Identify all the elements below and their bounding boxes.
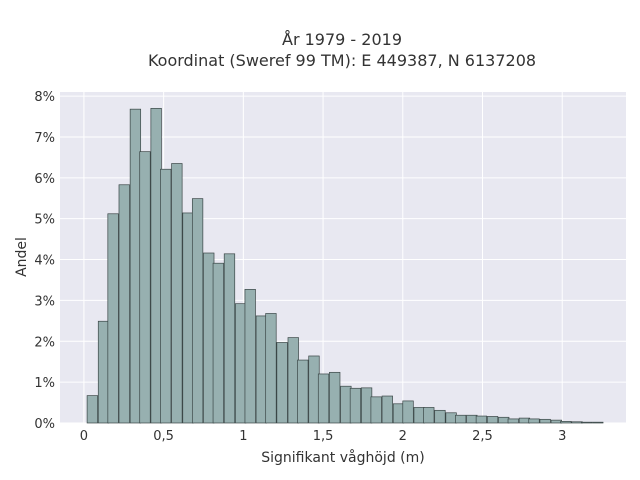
histogram-bar (308, 355, 320, 424)
y-axis-label: Andel (14, 237, 30, 277)
histogram-bar (360, 387, 373, 424)
histogram-bar (423, 407, 435, 424)
histogram-bar (560, 421, 572, 424)
histogram-bar (276, 342, 288, 424)
histogram-bar (212, 262, 224, 424)
x-tick-label: 0 (80, 429, 88, 444)
x-tick-label: 1 (239, 429, 247, 444)
x-axis-label: Signifikant våghöjd (m) (261, 449, 424, 466)
y-tick-label: 5% (34, 213, 55, 228)
histogram-bar (235, 303, 247, 424)
histogram-bar (402, 400, 414, 424)
histogram-bar (518, 417, 531, 424)
bars-group (86, 107, 604, 424)
y-tick-label: 3% (34, 294, 55, 309)
histogram-bar (97, 320, 110, 424)
histogram-bar (150, 107, 162, 424)
x-tick-label: 2 (399, 429, 407, 444)
y-tick-label: 2% (34, 335, 55, 350)
histogram-bar (550, 419, 562, 424)
histogram-bar (455, 414, 467, 424)
histogram-bar (539, 418, 551, 424)
histogram-bar (329, 371, 341, 424)
y-tick-labels: 0% 1% 2% 3% 4% 5% 6% 7% 8% (34, 90, 55, 432)
histogram-bar (139, 151, 151, 424)
histogram-bar (317, 373, 330, 424)
histogram-bar (191, 198, 204, 424)
x-tick-labels: 0 0,5 1 1,5 2 2,5 3 (80, 429, 567, 444)
histogram-bar (434, 409, 446, 424)
histogram-bar (255, 315, 267, 424)
histogram-bar (287, 337, 299, 424)
histogram-bar (466, 414, 478, 424)
histogram-bar (507, 418, 519, 424)
histogram-bar (370, 396, 382, 424)
x-tick-label: 1,5 (313, 429, 334, 444)
histogram-bar (171, 163, 183, 424)
histogram-bar (392, 403, 405, 424)
histogram-bar (486, 416, 499, 424)
histogram-bar (381, 395, 393, 424)
histogram-bar (349, 387, 362, 424)
y-tick-label: 6% (34, 172, 55, 187)
histogram-bar (571, 421, 583, 424)
histogram-bar (107, 213, 119, 424)
histogram-bar (182, 212, 194, 424)
histogram-bar (413, 407, 425, 424)
y-tick-label: 7% (34, 131, 55, 146)
x-tick-label: 3 (558, 429, 566, 444)
chart-title: År 1979 - 2019 (282, 30, 402, 49)
x-tick-label: 2,5 (472, 429, 493, 444)
histogram-bar (340, 385, 352, 424)
histogram-bar (498, 416, 510, 424)
histogram-bar (244, 289, 256, 424)
y-tick-label: 0% (34, 417, 55, 432)
histogram-bar (223, 253, 236, 424)
y-tick-label: 4% (34, 254, 55, 269)
histogram-bar (160, 168, 172, 424)
histogram-bar (528, 418, 540, 424)
y-tick-label: 8% (34, 90, 55, 105)
histogram-bar (297, 359, 309, 424)
histogram-bar (475, 415, 488, 424)
y-tick-label: 1% (34, 376, 55, 391)
histogram-bar (129, 108, 142, 424)
x-tick-label: 0,5 (153, 429, 174, 444)
histogram-bar (445, 412, 457, 424)
histogram-bar (265, 313, 277, 424)
histogram-bar (581, 421, 593, 424)
histogram-bar (592, 421, 604, 424)
histogram-bar (203, 252, 215, 424)
histogram-bar (86, 395, 98, 424)
histogram-bar (118, 184, 130, 424)
chart-subtitle: Koordinat (Sweref 99 TM): E 449387, N 61… (148, 51, 536, 70)
